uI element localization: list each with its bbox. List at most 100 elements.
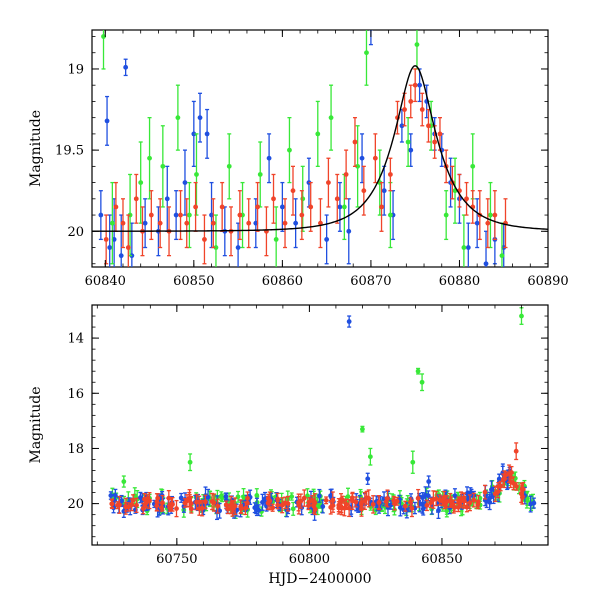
bottom-data-point bbox=[349, 492, 355, 503]
bottom-data-point bbox=[487, 491, 493, 505]
top-data-point bbox=[120, 198, 126, 249]
top-y-tick-label: 19 bbox=[67, 62, 84, 77]
top-data-point bbox=[237, 190, 243, 241]
bottom-data-point bbox=[394, 496, 400, 506]
bottom-outlier-point bbox=[513, 442, 519, 461]
top-data-point bbox=[412, 68, 418, 103]
top-data-point bbox=[293, 198, 299, 249]
top-x-tick-label: 60870 bbox=[350, 274, 391, 289]
top-data-point bbox=[125, 214, 131, 267]
top-data-point bbox=[235, 222, 241, 267]
bottom-data-point bbox=[359, 497, 364, 507]
bottom-data-point bbox=[242, 501, 248, 516]
top-data-point bbox=[287, 117, 292, 184]
bottom-x-tick-label: 60750 bbox=[156, 552, 197, 567]
top-data-point bbox=[182, 149, 188, 216]
top-data-point bbox=[178, 190, 183, 241]
bottom-data-point bbox=[316, 488, 322, 503]
bottom-data-point bbox=[215, 498, 221, 514]
top-data-point bbox=[368, 30, 373, 46]
bottom-data-point bbox=[211, 493, 217, 512]
top-data-point bbox=[372, 133, 378, 184]
bottom-data-point bbox=[260, 493, 265, 511]
top-x-tick-label: 60890 bbox=[527, 274, 568, 289]
bottom-outlier-point bbox=[426, 475, 432, 488]
bottom-data-point bbox=[275, 492, 281, 506]
top-data-point bbox=[408, 133, 414, 168]
bottom-data-point bbox=[228, 495, 234, 515]
top-plot-frame bbox=[91, 29, 549, 268]
top-data-point bbox=[364, 30, 369, 86]
top-data-point bbox=[328, 84, 334, 151]
top-data-point bbox=[381, 165, 387, 216]
top-data-point bbox=[315, 100, 321, 168]
bottom-data-point bbox=[142, 492, 147, 506]
bottom-data-point bbox=[202, 494, 208, 510]
top-y-tick-label: 20 bbox=[67, 225, 84, 240]
top-x-tick-label: 60850 bbox=[173, 274, 214, 289]
bottom-data-point bbox=[126, 502, 131, 512]
bottom-outlier-point bbox=[367, 447, 373, 466]
top-data-point bbox=[266, 133, 272, 184]
bottom-x-axis-label: HJD−2400000 bbox=[268, 571, 371, 587]
top-y-tick-label: 19.5 bbox=[55, 144, 84, 159]
bottom-data-point bbox=[219, 493, 225, 503]
bottom-data-point bbox=[501, 470, 507, 489]
bottom-data-point bbox=[290, 501, 296, 516]
bottom-data-point bbox=[159, 503, 164, 512]
top-data-point bbox=[485, 198, 491, 249]
top-data-point bbox=[191, 100, 197, 168]
top-data-point bbox=[308, 181, 314, 232]
top-data-point bbox=[488, 181, 493, 249]
top-data-point bbox=[355, 125, 361, 208]
top-data-point bbox=[101, 30, 106, 70]
bottom-data-point bbox=[528, 495, 534, 513]
top-data-point bbox=[257, 141, 263, 208]
bottom-data-point bbox=[320, 499, 326, 514]
bottom-data-point bbox=[415, 488, 421, 508]
bottom-data-point bbox=[270, 503, 276, 512]
top-x-tick-label: 60880 bbox=[439, 274, 480, 289]
top-data-point bbox=[194, 133, 199, 216]
bottom-outlier-point bbox=[360, 425, 365, 433]
top-data-point bbox=[414, 30, 420, 70]
top-data-point bbox=[138, 141, 144, 224]
top-data-point bbox=[160, 125, 166, 208]
top-data-point bbox=[264, 206, 269, 257]
top-data-point bbox=[157, 198, 163, 249]
top-data-point bbox=[164, 165, 170, 232]
bottom-data-point bbox=[188, 503, 194, 514]
top-data-point bbox=[109, 181, 115, 265]
bottom-data-point bbox=[312, 503, 318, 516]
top-data-point bbox=[492, 190, 498, 241]
top-data-point bbox=[173, 190, 179, 241]
bottom-data-point bbox=[471, 492, 477, 508]
top-data-point bbox=[98, 190, 104, 241]
top-data-point bbox=[255, 181, 260, 232]
top-data-point bbox=[474, 198, 480, 249]
bottom-data-point bbox=[238, 504, 244, 514]
top-data-point bbox=[246, 198, 252, 249]
top-data-point bbox=[193, 181, 198, 232]
top-data-point bbox=[419, 92, 425, 127]
bottom-data-point bbox=[346, 499, 352, 518]
bottom-data-point bbox=[282, 496, 288, 510]
bottom-data-point bbox=[408, 497, 413, 508]
top-data-point bbox=[104, 95, 110, 146]
top-data-point bbox=[464, 181, 469, 216]
bottom-outlier-point bbox=[121, 475, 127, 488]
bottom-data-point bbox=[425, 490, 431, 502]
top-data-point bbox=[213, 214, 219, 267]
bottom-data-point bbox=[134, 497, 139, 513]
bottom-data-point bbox=[424, 499, 430, 512]
top-data-point bbox=[103, 214, 109, 265]
top-data-point bbox=[299, 190, 305, 241]
bottom-data-point bbox=[186, 491, 192, 508]
bottom-outlier-point bbox=[346, 315, 352, 328]
top-data-point bbox=[318, 198, 323, 249]
bottom-data-point bbox=[383, 497, 389, 506]
top-data-point bbox=[279, 181, 285, 232]
top-data-point bbox=[107, 214, 113, 267]
bottom-data-point bbox=[267, 491, 273, 511]
top-data-point bbox=[359, 133, 365, 184]
